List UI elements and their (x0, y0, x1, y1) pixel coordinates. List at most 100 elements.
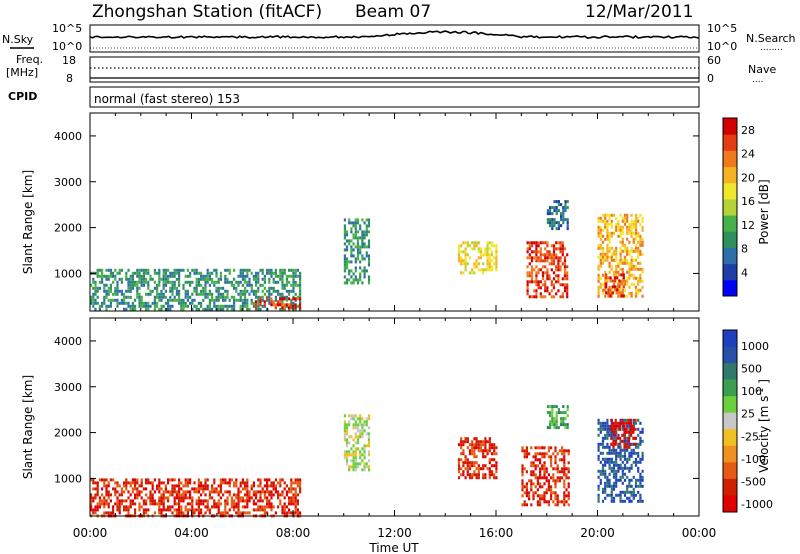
heatmap-cell (281, 274, 284, 278)
heatmap-cell (605, 285, 608, 289)
heatmap-cell (274, 298, 277, 302)
heatmap-cell (464, 265, 467, 269)
noise-trace (89, 30, 700, 49)
heatmap-cell (180, 487, 183, 491)
heatmap-cell (182, 298, 185, 302)
heatmap-cell (623, 436, 626, 440)
heatmap-cell (169, 295, 172, 299)
heatmap-cell (189, 478, 192, 482)
heatmap-cell (255, 280, 258, 284)
heatmap-cell (101, 277, 104, 281)
heatmap-cell (173, 298, 176, 302)
heatmap-cell (96, 481, 99, 485)
heatmap-cell (268, 478, 271, 482)
heatmap-cell (601, 261, 605, 265)
heatmap-cell (558, 449, 561, 453)
heatmap-cell (612, 448, 616, 452)
heatmap-cell (162, 268, 165, 272)
heatmap-cell (197, 478, 200, 482)
heatmap-cell (639, 439, 642, 443)
heatmap-cell (610, 493, 613, 497)
heatmap-cell (296, 478, 299, 482)
heatmap-cell (129, 307, 132, 311)
heatmap-cell (639, 288, 642, 292)
heatmap-cell (356, 239, 360, 243)
heatmap-cell (116, 304, 119, 308)
heatmap-cell (164, 283, 167, 287)
heatmap-cell (545, 491, 548, 495)
heatmap-cell (601, 445, 605, 449)
heatmap-cell (557, 262, 560, 266)
heatmap-cell (363, 275, 366, 279)
heatmap-cell (116, 484, 119, 488)
heatmap-cell (606, 249, 609, 253)
heatmap-cell (563, 277, 567, 281)
heatmap-cell (526, 274, 529, 278)
heatmap-cell (343, 453, 346, 457)
heatmap-cell (599, 231, 602, 235)
heatmap-cell (471, 473, 474, 477)
heatmap-cell (621, 219, 624, 223)
heatmap-cell (552, 283, 556, 287)
heatmap-cell (178, 274, 181, 278)
heatmap-cell (169, 493, 172, 497)
heatmap-cell (107, 289, 110, 293)
heatmap-cell (555, 209, 558, 213)
colorbar-swatch (723, 215, 737, 232)
heatmap-cell (628, 267, 631, 271)
heatmap-cell (606, 430, 609, 434)
heatmap-cell (563, 265, 567, 269)
heatmap-cell (268, 292, 271, 296)
heatmap-cell (224, 481, 227, 485)
heatmap-cell (246, 487, 249, 491)
heatmap-cell (107, 298, 110, 302)
heatmap-cell (270, 505, 273, 509)
heatmap-cell (630, 273, 633, 277)
heatmap-cell (608, 270, 611, 274)
heatmap-cell (299, 283, 302, 287)
cpid-text: normal (fast stereo) 153 (94, 92, 240, 106)
heatmap-cell (101, 499, 104, 503)
heatmap-cell (597, 499, 600, 503)
heatmap-cell (621, 282, 624, 286)
heatmap-cell (490, 446, 494, 450)
heatmap-cell (637, 249, 640, 253)
heatmap-cell (637, 291, 640, 295)
heatmap-cell (597, 493, 600, 497)
heatmap-cell (535, 274, 538, 278)
heatmap-cell (292, 496, 295, 500)
heatmap-cell (189, 496, 192, 500)
heatmap-cell (352, 224, 355, 228)
heatmap-cell (136, 268, 139, 272)
heatmap-cell (136, 490, 139, 494)
heatmap-cell (254, 306, 258, 310)
heatmap-cell (252, 304, 255, 308)
heatmap-cell (559, 256, 562, 260)
heatmap-cell (468, 443, 472, 447)
heatmap-cell (544, 256, 547, 260)
colorbar-tick-label: 4 (741, 266, 748, 279)
heatmap-cell (488, 259, 491, 263)
heatmap-cell (477, 467, 480, 471)
heatmap-cell (597, 255, 600, 259)
heatmap-cell (615, 270, 618, 274)
heatmap-cell (200, 493, 203, 497)
heatmap-cell (523, 452, 526, 456)
heatmap-cell (239, 307, 242, 311)
heatmap-cell (255, 490, 258, 494)
heatmap-cell (343, 269, 346, 273)
heatmap-cell (533, 289, 536, 293)
heatmap-cell (171, 493, 174, 497)
heatmap-cell (259, 490, 262, 494)
heatmap-cell (294, 487, 297, 491)
heatmap-cell (343, 438, 346, 442)
heatmap-cell (290, 478, 293, 482)
heatmap-cell (546, 241, 549, 245)
heatmap-cell (610, 442, 613, 446)
heatmap-cell (294, 496, 297, 500)
heatmap-cell (561, 241, 564, 245)
heatmap-cell (164, 508, 167, 512)
heatmap-cell (532, 491, 535, 495)
heatmap-cell (222, 481, 225, 485)
heatmap-cell (367, 426, 371, 430)
